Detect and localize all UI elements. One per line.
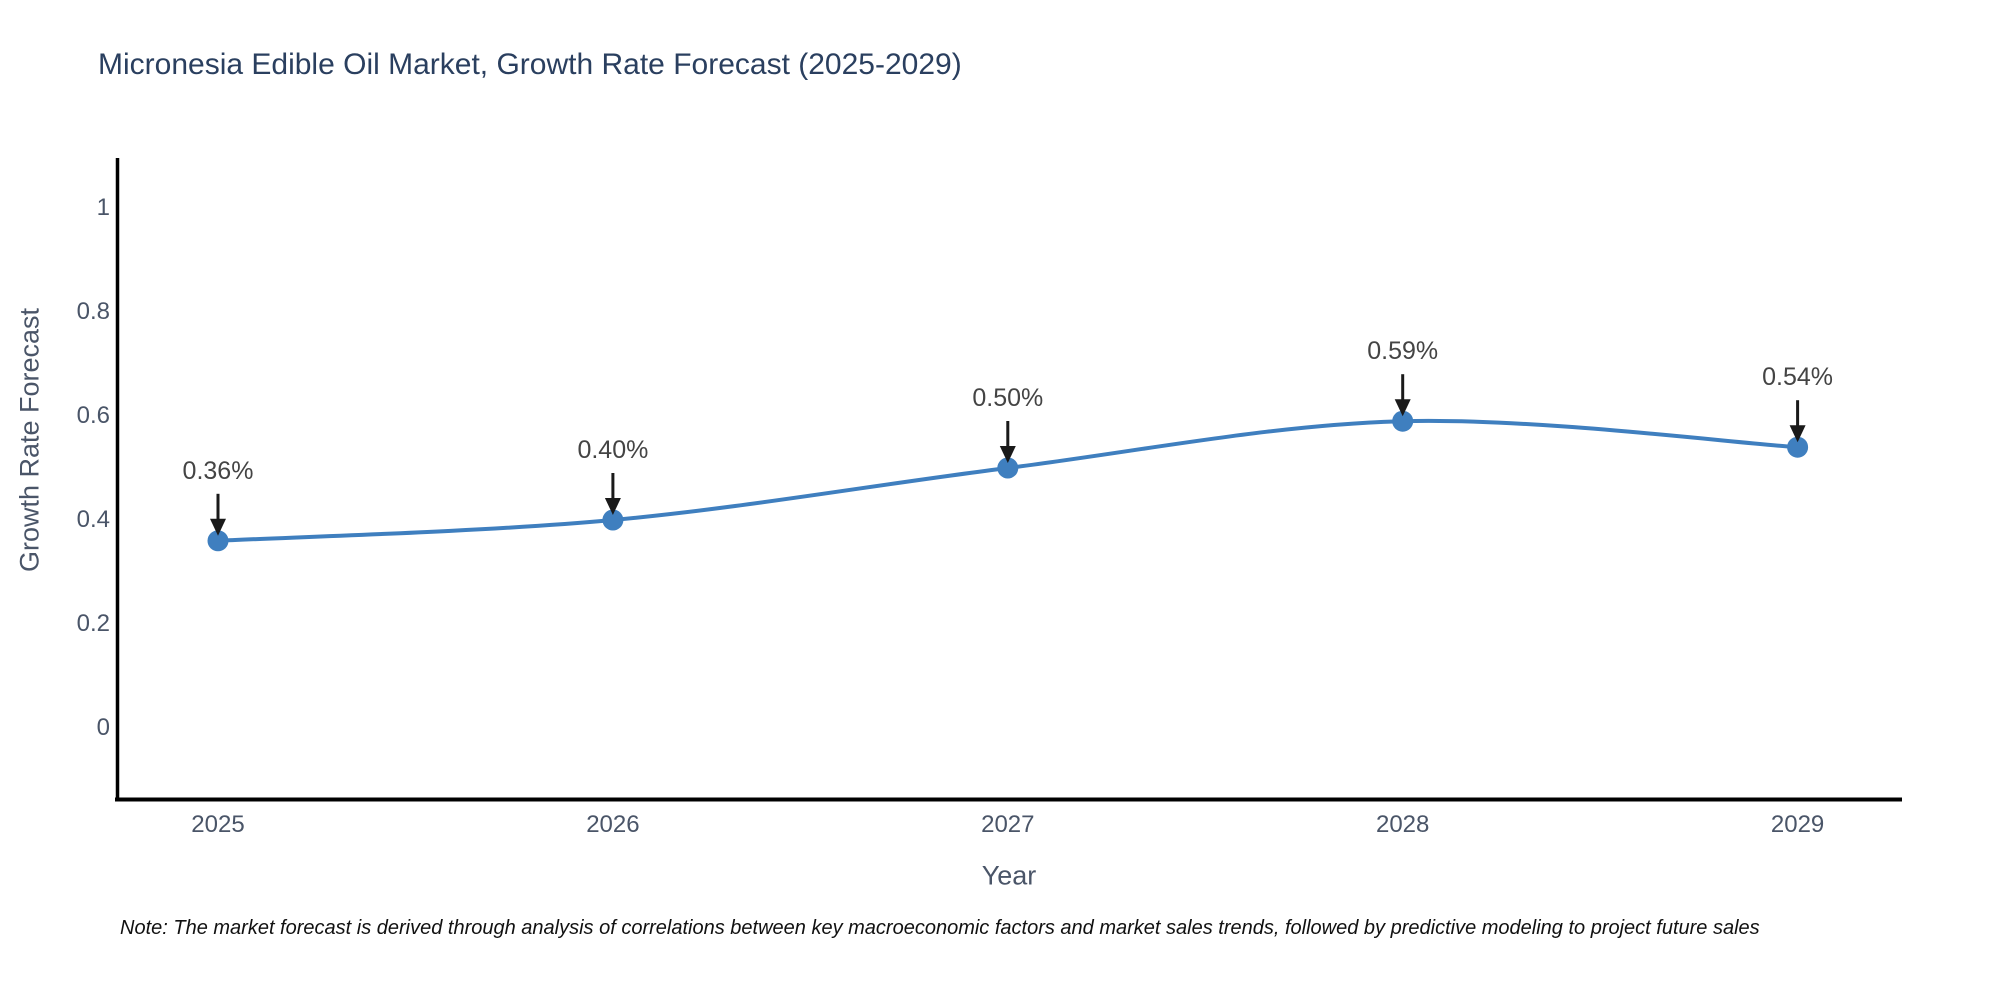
data-point-marker-2029[interactable] xyxy=(1787,436,1809,458)
data-point-label-2027: 0.50% xyxy=(972,384,1044,412)
data-point-marker-2025[interactable] xyxy=(207,530,229,552)
x-tick-label-2026: 2026 xyxy=(586,811,640,838)
annotation-arrow-head-2026 xyxy=(604,498,621,515)
x-axis-title: Year xyxy=(981,860,1037,891)
data-point-label-2029: 0.54% xyxy=(1762,363,1834,392)
y-axis-title: Growth Rate Forecast xyxy=(14,307,45,573)
annotation-arrow-head-2027 xyxy=(999,446,1016,463)
chart-title: Micronesia Edible Oil Market, Growth Rat… xyxy=(98,48,962,81)
data-point-markers xyxy=(207,410,1809,552)
annotation-arrow-head-2029 xyxy=(1789,425,1806,443)
x-tick-label-2025: 2025 xyxy=(191,811,245,838)
y-tick-label-0.8: 0.8 xyxy=(76,298,110,325)
y-tick-label-0.4: 0.4 xyxy=(76,506,110,533)
data-point-label-2026: 0.40% xyxy=(577,436,649,464)
data-point-marker-2026[interactable] xyxy=(602,509,624,531)
y-tick-label-0.2: 0.2 xyxy=(76,610,110,637)
footnote: Note: The market forecast is derived thr… xyxy=(120,917,1760,939)
data-point-marker-2028[interactable] xyxy=(1392,410,1414,432)
y-tick-label-0.6: 0.6 xyxy=(76,402,110,429)
annotation-arrows xyxy=(210,374,1806,536)
annotation-arrow-head-2028 xyxy=(1394,399,1411,417)
x-tick-label-2029: 2029 xyxy=(1770,811,1825,838)
annotation-arrow-head-2025 xyxy=(210,518,226,536)
x-tick-label-2028: 2028 xyxy=(1375,811,1430,838)
data-point-marker-2027[interactable] xyxy=(997,457,1019,479)
data-point-label-2028: 0.59% xyxy=(1367,337,1439,366)
axes xyxy=(115,158,1902,802)
y-tick-label-1: 1 xyxy=(96,194,110,221)
data-point-label-2025: 0.36% xyxy=(182,456,254,485)
x-tick-label-2027: 2027 xyxy=(981,811,1035,838)
y-tick-label-0: 0 xyxy=(96,714,110,741)
